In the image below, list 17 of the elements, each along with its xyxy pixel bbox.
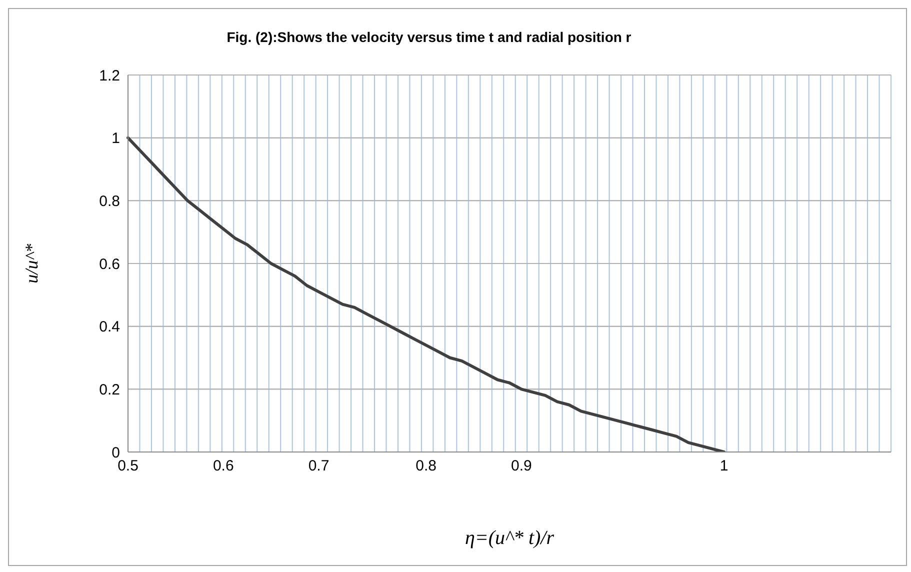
x-tick-label: 0.6 xyxy=(212,458,234,475)
chart-title: Fig. (2):Shows the velocity versus time t and radial position r xyxy=(226,29,632,45)
x-tick-label: 1 xyxy=(720,458,728,475)
y-tick-label: 0.6 xyxy=(99,256,120,273)
y-tick-label: 1.2 xyxy=(99,67,120,84)
y-axis-title: u/u^* xyxy=(21,244,42,284)
x-tick-label: 0.9 xyxy=(510,458,532,475)
y-tick-label: 0.8 xyxy=(99,192,120,210)
y-tick-label: 0 xyxy=(112,444,120,462)
y-tick-label: 0.4 xyxy=(99,318,120,336)
y-tick-label: 1 xyxy=(112,130,120,148)
x-tick-label: 0.8 xyxy=(416,458,436,475)
x-axis-title: η=(u^* t)/r xyxy=(464,527,554,549)
y-tick-label: 0.2 xyxy=(99,381,120,398)
x-tick-label: 0.5 xyxy=(118,458,138,475)
x-tick-label: 0.7 xyxy=(308,458,330,475)
line-series xyxy=(126,136,726,452)
